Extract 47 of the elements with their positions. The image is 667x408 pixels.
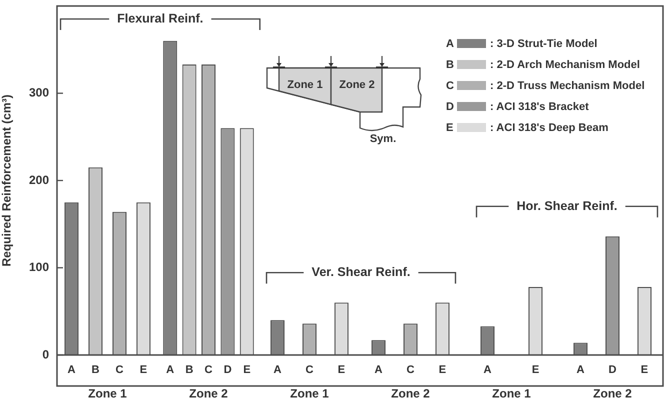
text: A <box>576 364 584 376</box>
annotation: : 3-D Strut-Tie Model <box>490 38 598 50</box>
text: E <box>338 364 346 376</box>
text: C <box>406 364 414 376</box>
text: A <box>68 364 76 376</box>
legend-label: E <box>446 122 454 134</box>
text: E <box>243 364 251 376</box>
y-axis-title: Required Reinforcement (cm³) <box>0 94 14 267</box>
annotation: Zone 1 <box>287 78 323 91</box>
text: E <box>438 364 446 376</box>
annotation: Flexural Reinf. <box>117 11 204 26</box>
x-tick-label: Zone 2 <box>391 386 430 401</box>
legend-label: D <box>446 100 455 112</box>
text: B <box>185 364 194 376</box>
text: A <box>484 364 492 376</box>
y-tick-label: 0 <box>42 347 50 362</box>
annotation: Sym. <box>370 132 396 145</box>
legend-label: C <box>446 80 455 92</box>
annotation: : 2-D Arch Mechanism Model <box>490 58 640 70</box>
text: E <box>140 364 148 376</box>
y-tick-label: 200 <box>28 172 50 187</box>
legend-label: A <box>446 38 455 50</box>
text: D <box>608 364 616 376</box>
text: E <box>532 364 540 376</box>
annotation: Hor. Shear Reinf. <box>516 198 618 213</box>
text: A <box>166 364 174 376</box>
text: A <box>274 364 282 376</box>
annotation: Zone 2 <box>339 78 375 91</box>
text: E <box>640 364 648 376</box>
text: C <box>116 364 124 376</box>
text: A <box>374 364 382 376</box>
y-tick-label: 100 <box>28 260 50 274</box>
y-tick-label: 300 <box>28 86 50 100</box>
text: B <box>92 364 100 376</box>
text: C <box>306 364 314 376</box>
x-tick-label: Zone 1 <box>88 386 128 401</box>
annotation: : ACI 318's Deep Beam <box>490 122 608 134</box>
x-tick-label: Zone 2 <box>189 386 228 401</box>
x-tick-label: Zone 2 <box>593 386 632 401</box>
annotation: : ACI 318's Bracket <box>490 100 589 112</box>
legend-label: B <box>446 58 455 70</box>
text: D <box>224 364 232 376</box>
x-tick-label: Zone 1 <box>290 386 330 401</box>
annotation: Ver. Shear Reinf. <box>312 265 410 280</box>
x-tick-label: Zone 1 <box>492 386 532 401</box>
text: C <box>204 364 212 376</box>
annotation: : 2-D Truss Mechanism Model <box>490 80 645 92</box>
